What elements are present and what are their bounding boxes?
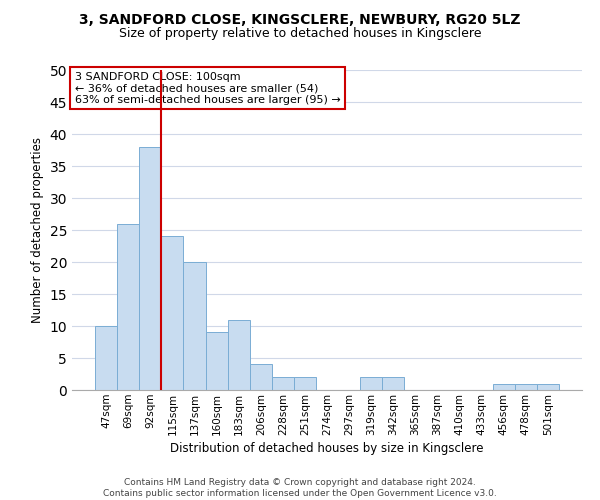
Bar <box>206 332 227 390</box>
Bar <box>537 384 559 390</box>
Bar <box>161 236 184 390</box>
Bar <box>515 384 537 390</box>
Text: 3 SANDFORD CLOSE: 100sqm
← 36% of detached houses are smaller (54)
63% of semi-d: 3 SANDFORD CLOSE: 100sqm ← 36% of detach… <box>74 72 340 105</box>
Bar <box>227 320 250 390</box>
Bar <box>95 326 117 390</box>
Bar <box>360 377 382 390</box>
Bar <box>493 384 515 390</box>
Bar <box>139 147 161 390</box>
Bar <box>184 262 206 390</box>
Text: Contains HM Land Registry data © Crown copyright and database right 2024.
Contai: Contains HM Land Registry data © Crown c… <box>103 478 497 498</box>
Bar <box>382 377 404 390</box>
X-axis label: Distribution of detached houses by size in Kingsclere: Distribution of detached houses by size … <box>170 442 484 455</box>
Bar <box>250 364 272 390</box>
Text: 3, SANDFORD CLOSE, KINGSCLERE, NEWBURY, RG20 5LZ: 3, SANDFORD CLOSE, KINGSCLERE, NEWBURY, … <box>79 12 521 26</box>
Bar <box>294 377 316 390</box>
Bar <box>272 377 294 390</box>
Text: Size of property relative to detached houses in Kingsclere: Size of property relative to detached ho… <box>119 28 481 40</box>
Y-axis label: Number of detached properties: Number of detached properties <box>31 137 44 323</box>
Bar <box>117 224 139 390</box>
